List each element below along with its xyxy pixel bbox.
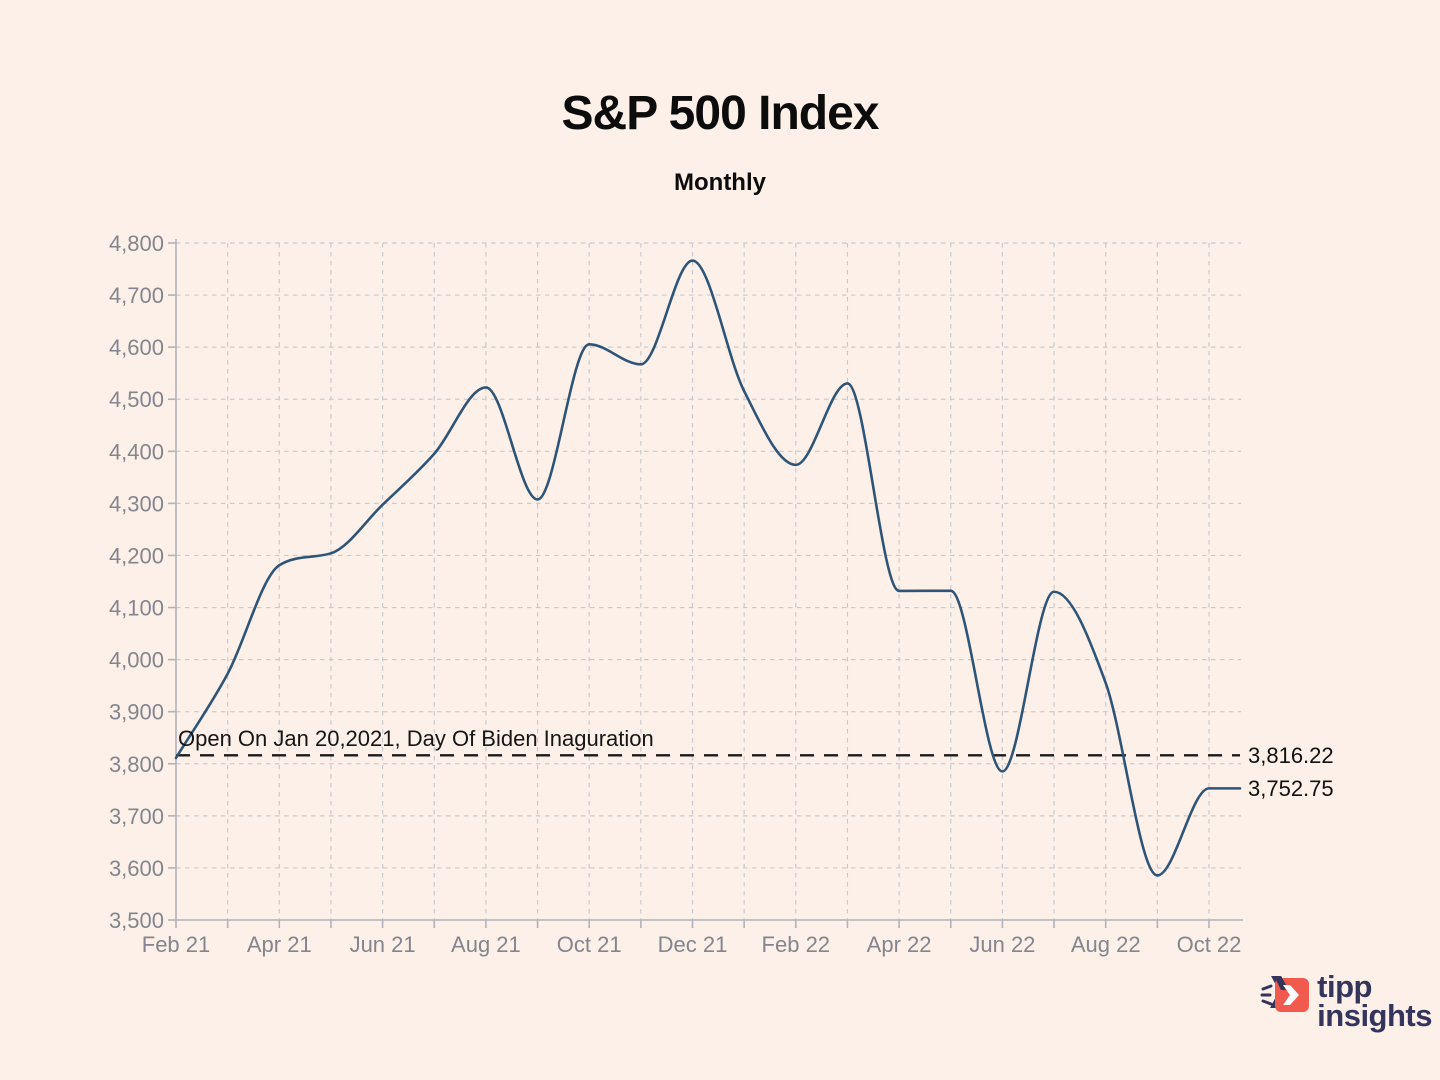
svg-text:3,700: 3,700	[109, 804, 164, 829]
svg-text:4,300: 4,300	[109, 491, 164, 516]
chart-axes	[168, 239, 1243, 928]
chart-line	[174, 259, 1242, 877]
svg-text:Oct 22: Oct 22	[1177, 932, 1242, 957]
svg-text:Dec 21: Dec 21	[658, 932, 728, 957]
svg-text:Feb 21: Feb 21	[142, 932, 211, 957]
annotation-value-label: 3,816.22	[1248, 743, 1334, 769]
svg-text:Apr 22: Apr 22	[867, 932, 932, 957]
logo-line2: insights	[1317, 998, 1432, 1033]
svg-text:3,500: 3,500	[109, 908, 164, 933]
x-axis-labels: Feb 21 Apr 21 Jun 21 Aug 21 Oct 21 Dec 21 Feb …	[142, 932, 1242, 957]
y-axis-labels: 3,500 3,600 3,700 3,800 3,900 4,000 4,100 4,200…	[109, 231, 164, 933]
page-title: S&P 500 Index	[561, 87, 880, 140]
svg-text:4,800: 4,800	[109, 231, 164, 256]
svg-text:Jun 21: Jun 21	[350, 932, 416, 957]
logo-line1: tipp	[1317, 969, 1372, 1004]
svg-text:Apr 21: Apr 21	[247, 932, 312, 957]
svg-text:4,500: 4,500	[109, 387, 164, 412]
svg-text:4,700: 4,700	[109, 283, 164, 308]
logo-text: tipp insights	[1317, 969, 1432, 1033]
svg-text:4,600: 4,600	[109, 335, 164, 360]
annotation-label: Open On Jan 20,2021, Day Of Biden Inagur…	[178, 726, 654, 752]
svg-text:3,800: 3,800	[109, 752, 164, 777]
svg-text:Feb 22: Feb 22	[762, 932, 831, 957]
svg-text:4,400: 4,400	[109, 439, 164, 464]
chart-grid	[176, 242, 1241, 920]
svg-text:4,100: 4,100	[109, 596, 164, 621]
svg-text:Oct 21: Oct 21	[557, 932, 622, 957]
svg-text:Aug 21: Aug 21	[451, 932, 521, 957]
last-value-label: 3,752.75	[1248, 776, 1334, 802]
chart-subtitle: Monthly	[674, 169, 766, 196]
svg-text:4,200: 4,200	[109, 543, 164, 568]
svg-text:Jun 22: Jun 22	[969, 932, 1035, 957]
svg-text:3,900: 3,900	[109, 700, 164, 725]
svg-text:Aug 22: Aug 22	[1071, 932, 1141, 957]
svg-text:3,600: 3,600	[109, 856, 164, 881]
tippinsights-logo: tipp insights	[1260, 969, 1432, 1033]
tipp-insights-arrow-icon	[1260, 974, 1312, 1019]
svg-text:4,000: 4,000	[109, 648, 164, 673]
